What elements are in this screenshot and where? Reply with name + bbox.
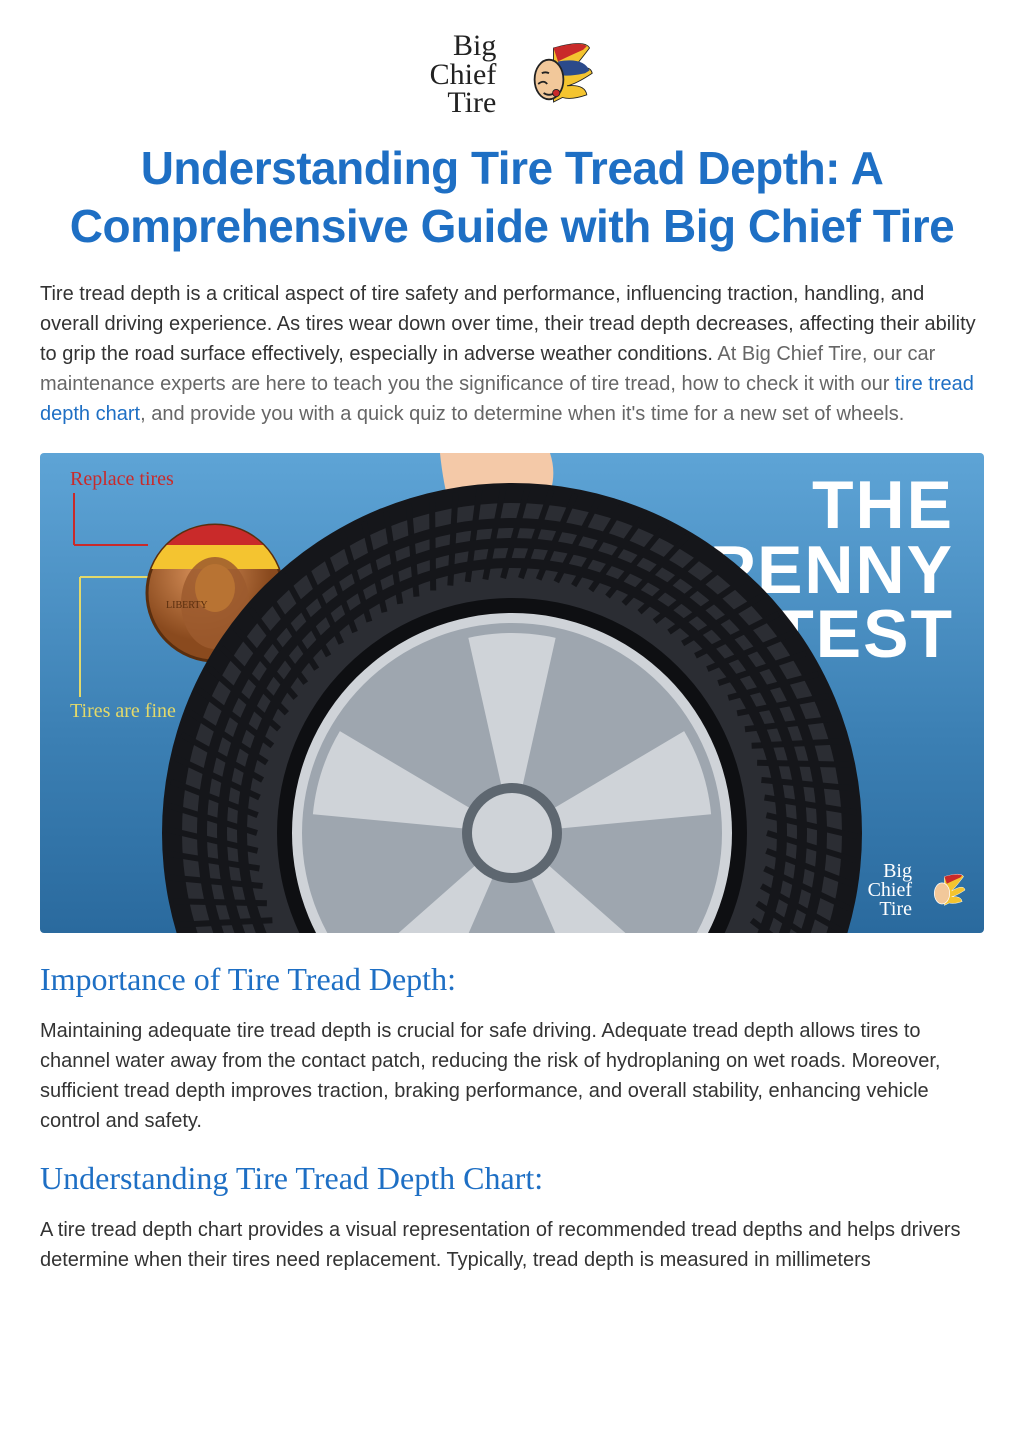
- mini-headdress-icon: [918, 867, 966, 915]
- mini-logo-text: Big Chief Tire: [868, 862, 912, 919]
- headdress-icon: [504, 30, 594, 120]
- intro-paragraph: Tire tread depth is a critical aspect of…: [40, 279, 984, 429]
- section2-body: A tire tread depth chart provides a visu…: [40, 1215, 984, 1275]
- page-title: Understanding Tire Tread Depth: A Compre…: [40, 140, 984, 255]
- section2-heading: Understanding Tire Tread Depth Chart:: [40, 1160, 984, 1197]
- logo-line: Tire: [430, 89, 497, 118]
- brand-logo: Big Chief Tire: [40, 30, 984, 120]
- brand-logo-text: Big Chief Tire: [430, 32, 497, 118]
- tire-wheel-icon: [152, 473, 872, 933]
- section1-body: Maintaining adequate tire tread depth is…: [40, 1016, 984, 1136]
- section1-heading: Importance of Tire Tread Depth:: [40, 961, 984, 998]
- intro-muted-after: , and provide you with a quick quiz to d…: [140, 403, 904, 425]
- logo-line: Big: [430, 32, 497, 61]
- mini-logo-line: Tire: [868, 900, 912, 919]
- penny-test-infographic: THE PENNY TEST Replace tires Tires are f…: [40, 453, 984, 933]
- logo-line: Chief: [430, 61, 497, 90]
- hero-mini-logo: Big Chief Tire: [868, 862, 966, 919]
